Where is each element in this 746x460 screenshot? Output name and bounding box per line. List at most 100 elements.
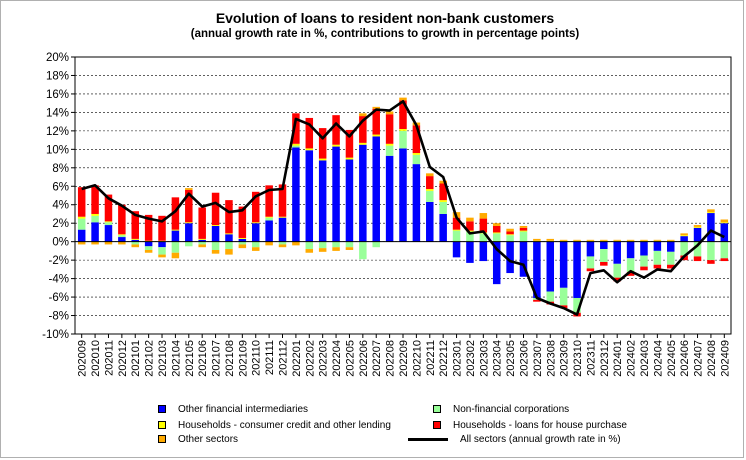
bar-segment bbox=[399, 130, 407, 149]
line-all-sectors bbox=[81, 100, 725, 316]
bar-segment bbox=[171, 197, 180, 230]
bar-segment bbox=[372, 136, 380, 242]
bar-segment bbox=[91, 215, 99, 223]
bar-segment bbox=[466, 217, 474, 222]
bar-segment bbox=[479, 241, 488, 262]
bar-segment bbox=[506, 241, 514, 274]
bar-segment bbox=[104, 194, 113, 222]
bar-segment bbox=[506, 228, 514, 232]
bar-segment bbox=[305, 150, 314, 242]
bar-segment bbox=[613, 239, 621, 241]
y-tick-label: 18% bbox=[46, 70, 69, 82]
x-tick-label: 202105 bbox=[184, 340, 196, 377]
bar-segment bbox=[198, 207, 206, 239]
y-tick-label: -8% bbox=[49, 311, 69, 323]
bar-segment bbox=[519, 225, 528, 228]
legend-item-house-purchase: Households - loans for house purchase bbox=[433, 418, 627, 432]
bar-segment bbox=[680, 235, 688, 237]
bar-segment bbox=[492, 223, 501, 226]
bar-segment bbox=[144, 246, 153, 250]
bar-segment bbox=[586, 256, 595, 269]
chart-subtitle: (annual growth rate in %, contributions … bbox=[190, 28, 580, 40]
x-tick-label: 202408 bbox=[706, 340, 718, 377]
bar-segment bbox=[559, 241, 568, 288]
bar-segment bbox=[399, 148, 407, 242]
bar-segment bbox=[519, 231, 528, 242]
bar-segment bbox=[426, 190, 434, 202]
bar-segment bbox=[600, 261, 608, 266]
bar-segment bbox=[77, 216, 86, 219]
bar-segment bbox=[131, 238, 139, 240]
bar-segment bbox=[185, 222, 193, 224]
bar-segment bbox=[305, 148, 314, 151]
bar-segment bbox=[586, 268, 595, 272]
bar-segment bbox=[265, 220, 273, 242]
bar-segment bbox=[131, 244, 139, 248]
bar-segment bbox=[399, 100, 407, 130]
bar-segment bbox=[359, 144, 367, 242]
bar-segment bbox=[720, 219, 729, 223]
bar-segment bbox=[251, 223, 260, 242]
bar-segment bbox=[158, 215, 166, 241]
bar-segment bbox=[385, 143, 394, 146]
bar-segment bbox=[77, 218, 86, 230]
bar-segment bbox=[613, 277, 621, 282]
bar-segment bbox=[118, 235, 126, 238]
bar-segment bbox=[345, 129, 354, 158]
legend-line-all-sectors bbox=[408, 437, 448, 441]
bar-segment bbox=[707, 212, 715, 214]
legend-swatch-consumer-credit bbox=[158, 421, 166, 429]
bar-segment bbox=[91, 222, 99, 242]
legend-label-consumer-credit: Households - consumer credit and other l… bbox=[178, 419, 391, 431]
bar-segment bbox=[492, 241, 501, 285]
bar-segment bbox=[426, 201, 434, 242]
legend-label-ofi: Other financial intermediaries bbox=[178, 403, 309, 415]
bar-segment bbox=[251, 241, 260, 248]
bar-segment bbox=[640, 241, 648, 256]
bar-segment bbox=[225, 200, 233, 234]
bar-segment bbox=[158, 247, 166, 255]
bar-segment bbox=[693, 256, 702, 262]
bar-segment bbox=[372, 108, 380, 135]
bar-segment bbox=[707, 241, 715, 261]
bar-segment bbox=[332, 241, 340, 248]
x-tick-label: 202402 bbox=[626, 340, 638, 377]
x-tick-label: 202106 bbox=[197, 340, 209, 377]
bar-segment bbox=[466, 231, 474, 242]
x-tick-label: 202212 bbox=[438, 340, 450, 377]
legend-swatch-house-purchase bbox=[433, 421, 441, 429]
x-tick-label: 202107 bbox=[211, 340, 223, 377]
x-tick-label: 202111 bbox=[264, 340, 276, 375]
bar-segment bbox=[185, 223, 193, 242]
bar-segment bbox=[185, 189, 193, 223]
bar-segment bbox=[318, 241, 327, 249]
bar-segment bbox=[680, 236, 688, 242]
bar-segment bbox=[519, 230, 528, 232]
bar-segment bbox=[492, 233, 501, 242]
bar-segment bbox=[439, 200, 447, 202]
y-tick-label: 4% bbox=[52, 200, 69, 212]
bar-segment bbox=[533, 238, 541, 241]
bar-segment bbox=[533, 299, 541, 302]
bar-segment bbox=[720, 241, 729, 259]
x-tick-label: 202304 bbox=[492, 340, 504, 377]
legend-swatch-other-sectors bbox=[158, 435, 166, 443]
bar-segment bbox=[693, 225, 702, 227]
chart-title: Evolution of loans to resident non-bank … bbox=[215, 10, 555, 26]
x-tick-label: 202110 bbox=[251, 340, 263, 376]
bar-segment bbox=[158, 241, 166, 248]
x-tick-label: 202205 bbox=[344, 340, 356, 377]
bar-segment bbox=[198, 244, 206, 248]
bar-segment bbox=[238, 237, 247, 239]
bar-segment bbox=[412, 154, 421, 165]
bar-segment bbox=[412, 164, 421, 242]
bar-segment bbox=[211, 241, 220, 250]
bar-segment bbox=[667, 239, 675, 241]
bar-segment bbox=[439, 213, 447, 242]
bar-segment bbox=[653, 241, 662, 251]
x-tick-label: 202211 bbox=[425, 340, 437, 376]
bar-segment bbox=[77, 187, 86, 217]
bar-segment bbox=[720, 258, 729, 262]
bar-segment bbox=[452, 241, 461, 258]
bar-segment bbox=[626, 241, 635, 259]
